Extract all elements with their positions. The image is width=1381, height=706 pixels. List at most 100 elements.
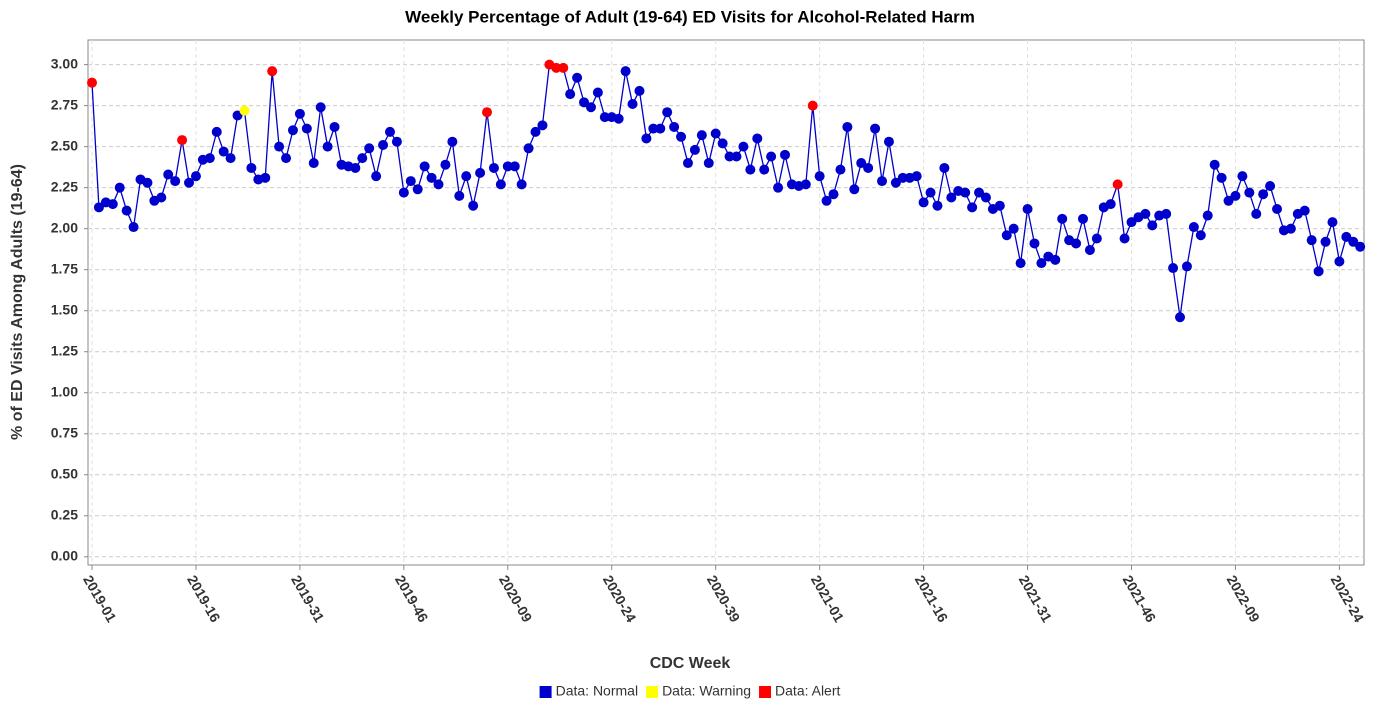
x-axis-label: CDC Week <box>650 655 731 672</box>
data-point <box>391 136 402 147</box>
data-point <box>572 72 583 83</box>
data-point <box>1285 223 1296 234</box>
data-point <box>516 179 527 190</box>
data-point <box>378 140 389 150</box>
data-point <box>121 205 132 216</box>
data-point <box>232 110 243 121</box>
data-point <box>967 202 978 213</box>
data-point <box>530 126 541 137</box>
data-point <box>925 187 936 198</box>
data-point <box>1327 217 1338 228</box>
y-tick-label: 1.00 <box>51 383 78 399</box>
data-point <box>1181 261 1192 272</box>
data-point <box>218 146 229 157</box>
data-point <box>634 85 645 96</box>
data-point <box>717 138 728 149</box>
data-point <box>703 158 714 169</box>
plot-area <box>87 39 1365 566</box>
data-point <box>246 162 257 173</box>
data-point <box>1320 236 1331 247</box>
data-point <box>475 167 486 178</box>
legend-label: Data: Warning <box>662 683 751 699</box>
data-point <box>419 161 430 172</box>
data-point <box>260 172 271 183</box>
data-point <box>1084 245 1095 255</box>
data-point <box>821 195 832 206</box>
data-point <box>752 133 763 144</box>
data-point <box>1209 159 1220 170</box>
data-point <box>87 77 97 88</box>
data-point <box>828 189 839 200</box>
data-point <box>502 161 513 172</box>
data-point <box>322 141 333 152</box>
chart-title: Weekly Percentage of Adult (19-64) ED Vi… <box>405 7 975 26</box>
data-point <box>946 192 957 203</box>
data-point <box>1036 258 1047 269</box>
data-point <box>1306 235 1317 246</box>
data-point <box>1147 220 1158 231</box>
data-point <box>177 135 188 146</box>
data-point <box>523 143 534 154</box>
data-point <box>128 222 139 233</box>
y-tick-label: 1.75 <box>51 260 78 276</box>
data-point <box>93 202 104 213</box>
data-point <box>676 131 687 142</box>
data-point <box>870 123 881 134</box>
data-point <box>877 176 888 187</box>
data-point <box>308 158 319 169</box>
y-tick-label: 0.50 <box>51 465 78 481</box>
data-point <box>495 179 506 190</box>
y-tick-label: 2.00 <box>51 219 78 235</box>
data-point <box>759 164 770 175</box>
data-point <box>558 62 569 73</box>
data-point <box>1341 231 1352 242</box>
data-point <box>225 153 236 164</box>
data-point <box>863 162 874 173</box>
y-axis-label: % of ED Visits Among Adults (19-64) <box>9 164 26 440</box>
y-tick-label: 1.25 <box>51 342 78 358</box>
data-point <box>960 187 971 198</box>
y-tick-label: 1.50 <box>51 301 78 317</box>
data-point <box>281 153 292 164</box>
data-point <box>849 184 860 195</box>
data-point <box>1015 258 1026 269</box>
data-point <box>1355 241 1366 252</box>
data-point <box>842 121 853 132</box>
data-point <box>627 98 638 109</box>
data-point <box>1265 181 1276 192</box>
y-tick-label: 0.00 <box>51 548 78 564</box>
data-point <box>980 192 991 203</box>
data-point <box>1119 233 1130 244</box>
data-point <box>585 102 596 113</box>
data-point <box>856 158 867 169</box>
data-point <box>412 184 423 195</box>
data-point <box>1126 217 1137 228</box>
data-point <box>1105 199 1116 210</box>
data-point <box>156 192 167 203</box>
data-point <box>1216 172 1227 183</box>
data-point <box>1077 213 1088 224</box>
data-point <box>433 179 444 190</box>
data-point <box>994 200 1005 211</box>
data-point <box>1050 254 1061 265</box>
series-line <box>91 63 1361 318</box>
data-point <box>1022 203 1033 214</box>
data-point <box>204 153 215 164</box>
data-point <box>184 177 195 188</box>
data-point <box>766 151 777 162</box>
data-point <box>301 123 312 134</box>
legend-swatch <box>759 686 772 698</box>
data-point <box>738 141 749 152</box>
data-point <box>357 153 368 164</box>
y-tick-label: 2.25 <box>51 178 78 194</box>
data-point <box>1223 195 1234 206</box>
data-point <box>1161 208 1172 219</box>
data-point <box>1140 208 1151 219</box>
data-point <box>745 164 756 175</box>
data-point <box>669 121 680 132</box>
data-point <box>488 162 499 173</box>
data-point <box>710 128 721 139</box>
data-point <box>1001 230 1012 241</box>
data-point <box>911 171 922 182</box>
data-point <box>1188 222 1199 233</box>
